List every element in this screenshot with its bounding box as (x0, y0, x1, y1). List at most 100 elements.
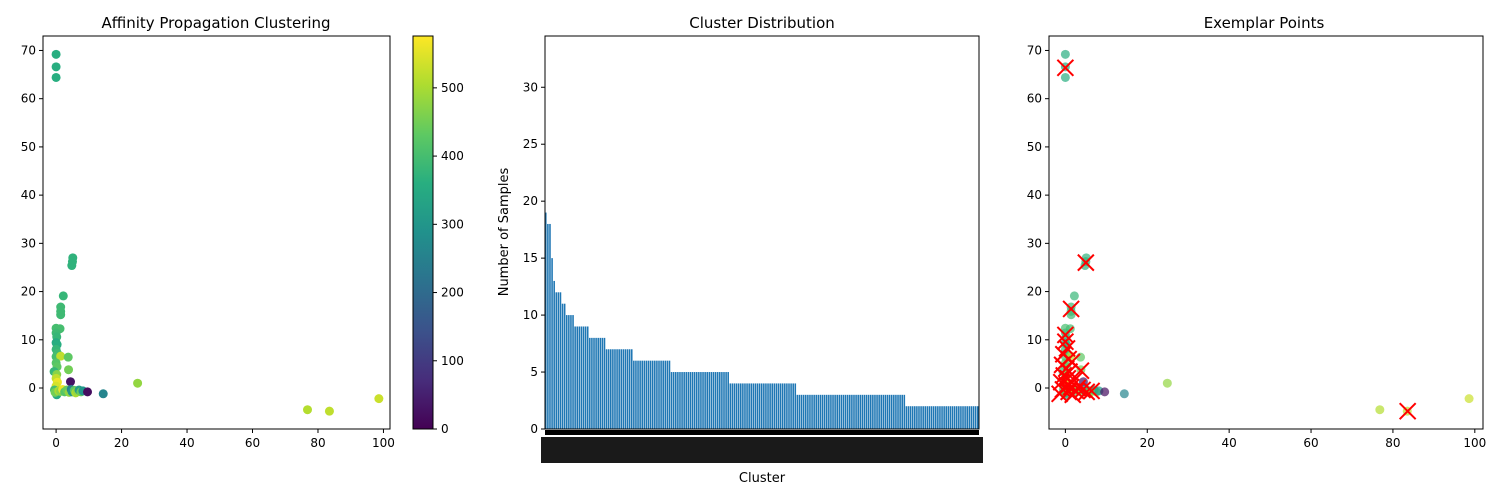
bar (796, 394, 799, 429)
bar (689, 372, 692, 429)
bar (614, 349, 616, 429)
bar (719, 372, 721, 429)
bar (572, 315, 574, 429)
x-axis-label: Cluster (739, 471, 786, 486)
bar (647, 360, 650, 429)
scatter-point (58, 291, 68, 301)
bar (926, 406, 929, 429)
bar (872, 394, 874, 429)
y-tick-label: 70 (1027, 43, 1042, 57)
bar (593, 337, 595, 429)
plot-frame (42, 35, 391, 430)
bar (953, 406, 956, 429)
bar (842, 394, 845, 429)
bar (624, 349, 627, 429)
bar (603, 337, 606, 429)
bar (792, 383, 794, 429)
y-tick-label: 30 (21, 236, 36, 250)
bar (853, 394, 855, 429)
bar (595, 337, 597, 429)
bar (905, 406, 908, 429)
exemplar-marker (1062, 300, 1080, 318)
y-axis-label: Number of Samples (497, 168, 512, 297)
bar (605, 349, 608, 429)
colorbar-tick-label: 500 (441, 81, 464, 95)
bar (844, 394, 847, 429)
x-tick-label: 100 (372, 436, 395, 450)
scatter-point (1069, 291, 1079, 301)
y-tick-label: 20 (21, 285, 36, 299)
bar (748, 383, 750, 429)
bar (970, 406, 973, 429)
bar (874, 394, 876, 429)
bar (754, 383, 757, 429)
bar (620, 349, 623, 429)
bar (884, 394, 887, 429)
bar (773, 383, 776, 429)
colorbar-tick-label: 0 (441, 422, 449, 436)
bar (630, 349, 633, 429)
bar (807, 394, 809, 429)
bar (586, 326, 589, 429)
bar (901, 394, 903, 429)
bar (557, 292, 560, 429)
bar (784, 383, 786, 429)
bar (817, 394, 820, 429)
bar (832, 394, 834, 429)
chart-title: Affinity Propagation Clustering (101, 14, 330, 32)
bar (702, 372, 704, 429)
bar (739, 383, 742, 429)
bar (790, 383, 792, 429)
bar (760, 383, 763, 429)
bar (656, 360, 658, 429)
bar (704, 372, 706, 429)
bar (794, 383, 797, 429)
scatter-point (98, 389, 108, 399)
chart-title: Exemplar Points (1204, 14, 1325, 32)
y-tick-label: 15 (523, 251, 538, 265)
exemplar-marker (1050, 385, 1069, 403)
bar (909, 406, 912, 429)
y-tick-label: 40 (21, 188, 36, 202)
exemplar-marker (1064, 386, 1082, 404)
bar (687, 372, 690, 429)
bar (649, 360, 652, 429)
scatter-point (63, 352, 73, 362)
bar (930, 406, 933, 429)
bar-panel-distribution: Cluster Distribution 0 5 10 15 20 25 30 Cluste… (497, 14, 983, 486)
x-tick-label: 80 (310, 436, 325, 450)
bar (635, 360, 637, 429)
scatter-point (56, 310, 66, 320)
bar (576, 326, 579, 429)
bar (545, 212, 547, 429)
scatter-point (51, 62, 61, 72)
bar (721, 372, 723, 429)
y-tick-label: 20 (1027, 285, 1042, 299)
bar (729, 383, 732, 429)
bar (742, 383, 744, 429)
bar (880, 394, 883, 429)
scatter-panel-affinity: Affinity Propagation Clustering 0 20 40 60 8… (21, 14, 395, 450)
x-tick-label: 40 (1222, 436, 1237, 450)
bar (708, 372, 711, 429)
bar (878, 394, 880, 429)
bar (869, 394, 872, 429)
bar (958, 406, 960, 429)
bar (777, 383, 780, 429)
exemplar-marker (1398, 402, 1417, 420)
bar (723, 372, 725, 429)
bar (735, 383, 738, 429)
bar (859, 394, 862, 429)
scatter-point (1464, 394, 1474, 404)
bar (750, 383, 753, 429)
bar (851, 394, 853, 429)
bar (962, 406, 964, 429)
bar (716, 372, 719, 429)
bar (815, 394, 818, 429)
scatter-point (303, 405, 313, 415)
bar (821, 394, 824, 429)
bar (834, 394, 836, 429)
scatter-point (1162, 378, 1172, 388)
y-tick-label: 30 (523, 80, 538, 94)
x-tick-label: 80 (1385, 436, 1400, 450)
